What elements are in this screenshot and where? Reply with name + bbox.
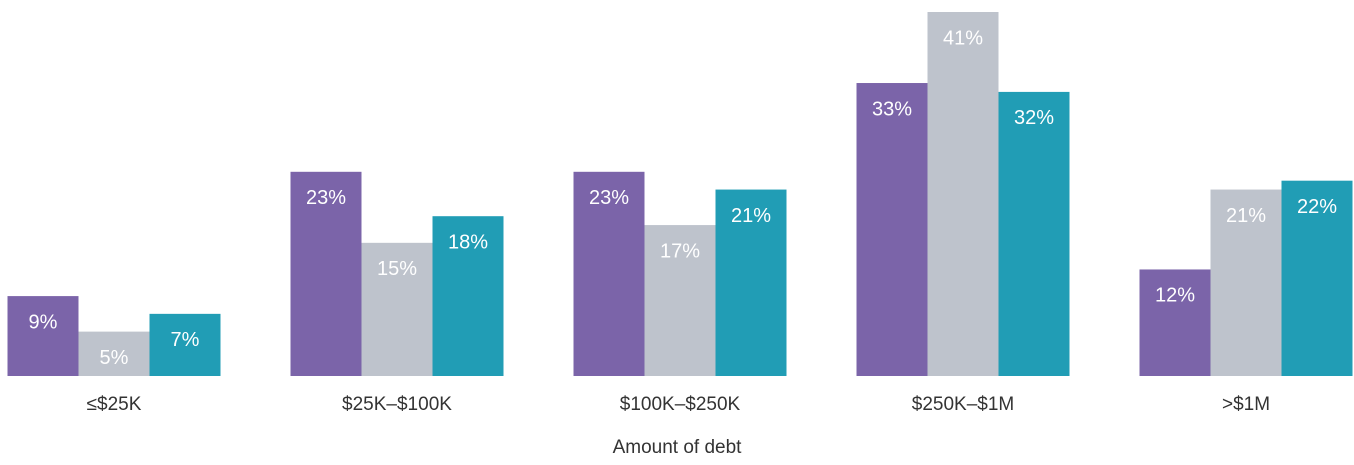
value-label: 23%: [306, 187, 346, 209]
value-label: 12%: [1155, 285, 1195, 307]
value-label: 15%: [377, 258, 417, 280]
bar: [432, 216, 504, 376]
x-axis-title: Amount of debt: [613, 437, 743, 458]
x-tick-label: $100K–$250K: [620, 394, 741, 415]
value-label: 17%: [660, 240, 700, 262]
value-label: 21%: [731, 205, 771, 227]
bar: [361, 242, 433, 376]
bar: [927, 12, 999, 376]
value-label: 32%: [1014, 107, 1054, 129]
bar: [856, 83, 928, 377]
value-label: 21%: [1226, 205, 1266, 227]
value-label: 41%: [943, 27, 983, 49]
bar: [78, 331, 150, 376]
x-tick-label: $25K–$100K: [342, 394, 452, 415]
value-label: 9%: [29, 311, 58, 333]
x-tick-label: ≤$25K: [87, 394, 142, 415]
bar: [1281, 180, 1353, 376]
x-tick-label: $250K–$1M: [912, 394, 1014, 415]
bar: [573, 171, 645, 376]
bar: [1210, 189, 1282, 376]
value-label: 7%: [171, 329, 200, 351]
bar: [998, 91, 1070, 376]
value-label: 23%: [589, 187, 629, 209]
bar: [715, 189, 787, 376]
bar: [1139, 269, 1211, 376]
value-label: 18%: [448, 231, 488, 253]
value-label: 5%: [100, 347, 129, 369]
bar: [290, 171, 362, 376]
bar: [644, 225, 716, 376]
bar: [7, 296, 79, 376]
value-label: 33%: [872, 98, 912, 120]
x-tick-label: >$1M: [1222, 394, 1270, 415]
bar: [149, 313, 221, 376]
value-label: 22%: [1297, 196, 1337, 218]
